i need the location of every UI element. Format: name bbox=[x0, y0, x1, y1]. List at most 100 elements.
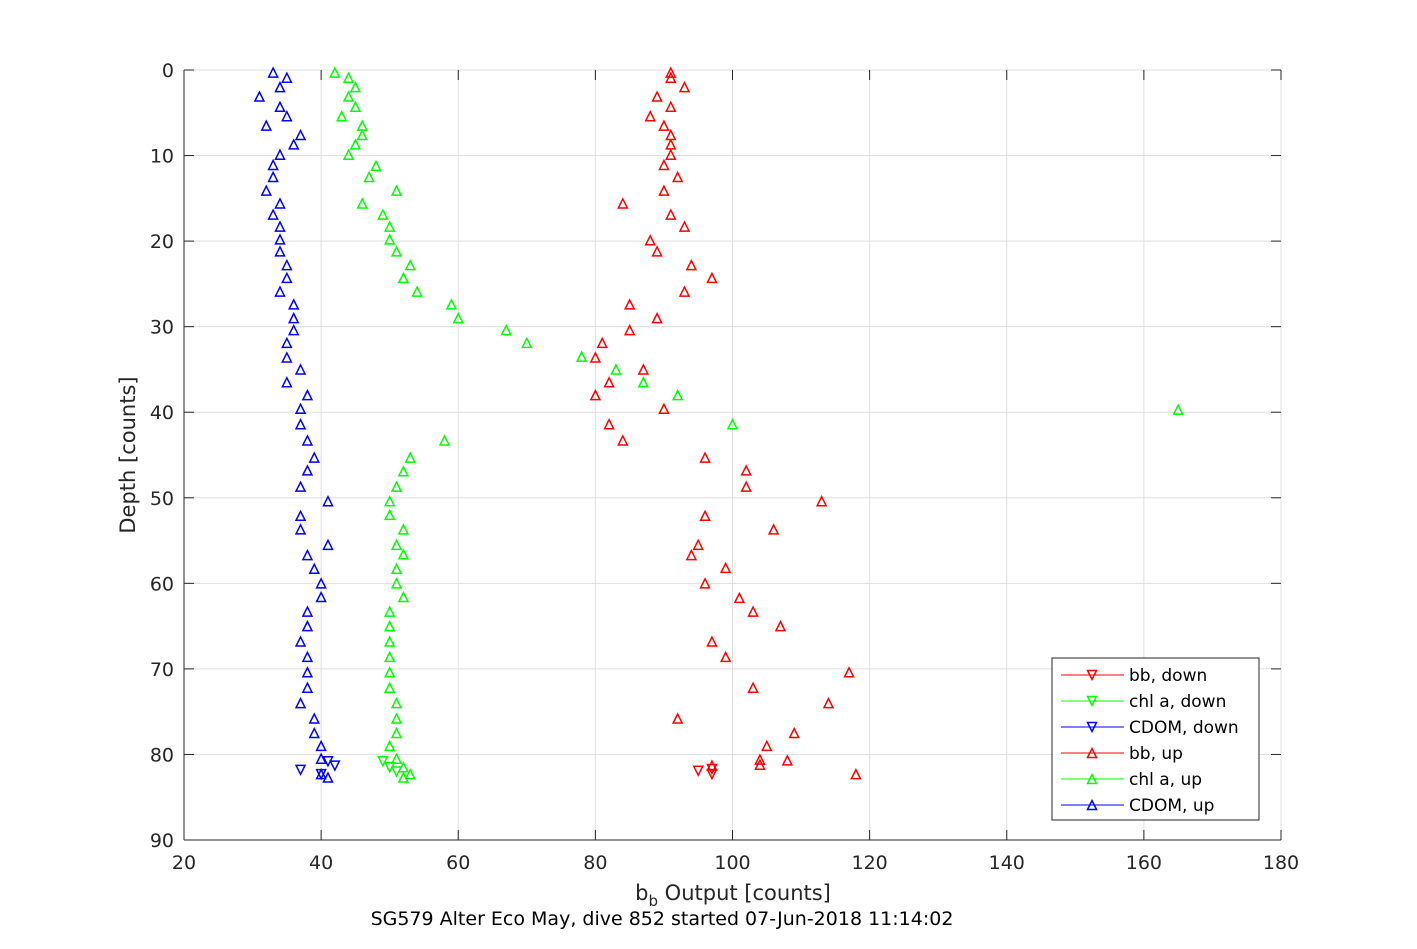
data-point bbox=[774, 619, 787, 632]
y-tick-label: 40 bbox=[150, 402, 174, 424]
figure-caption: SG579 Alter Eco May, dive 852 started 07… bbox=[371, 908, 954, 930]
axes: 20 40 60 80 100 120 140 160 180 0 10 20 30 40 50 60 70 80… bbox=[150, 60, 1299, 874]
data-point bbox=[260, 119, 272, 131]
x-tick-label: 140 bbox=[989, 852, 1025, 874]
data-point bbox=[521, 336, 533, 349]
data-point bbox=[397, 271, 410, 284]
data-point bbox=[349, 80, 362, 93]
legend-marker bbox=[1086, 721, 1098, 734]
data-point bbox=[397, 523, 410, 535]
y-tick-label: 60 bbox=[150, 573, 174, 595]
data-point bbox=[678, 80, 691, 93]
data-point bbox=[850, 767, 862, 780]
data-point bbox=[315, 590, 327, 603]
data-point bbox=[342, 90, 355, 102]
data-point bbox=[719, 650, 732, 663]
data-point bbox=[294, 128, 307, 141]
y-tick-label: 90 bbox=[150, 830, 174, 852]
data-point bbox=[678, 285, 691, 297]
data-point bbox=[404, 451, 416, 463]
data-point bbox=[706, 271, 718, 284]
legend-label: bb, up bbox=[1129, 744, 1183, 764]
data-point bbox=[294, 696, 307, 709]
data-point bbox=[383, 605, 396, 617]
data-point bbox=[322, 495, 334, 507]
data-point bbox=[301, 666, 314, 678]
data-point bbox=[383, 619, 396, 632]
y-axis-label: Depth [counts] bbox=[116, 376, 140, 533]
data-point bbox=[397, 465, 410, 477]
data-point bbox=[767, 523, 780, 535]
legend-label: chl a, up bbox=[1129, 770, 1202, 790]
data-point bbox=[274, 100, 286, 113]
data-point bbox=[281, 351, 293, 363]
data-point bbox=[274, 233, 286, 245]
data-point bbox=[390, 752, 403, 764]
data-point bbox=[822, 696, 835, 709]
data-point bbox=[274, 80, 286, 93]
data-point bbox=[706, 635, 718, 647]
data-point bbox=[281, 110, 293, 122]
data-point bbox=[335, 110, 348, 122]
data-point bbox=[699, 577, 711, 589]
data-point bbox=[342, 148, 355, 160]
data-point bbox=[617, 434, 629, 446]
data-point bbox=[370, 159, 382, 172]
y-tick-label: 10 bbox=[150, 146, 174, 168]
data-point bbox=[575, 350, 588, 362]
data-point bbox=[685, 258, 698, 271]
data-point bbox=[500, 323, 512, 336]
data-point bbox=[671, 388, 684, 401]
data-point bbox=[315, 767, 327, 780]
data-point bbox=[452, 311, 464, 324]
data-point bbox=[637, 363, 650, 375]
data-point bbox=[377, 756, 389, 768]
data-point bbox=[390, 245, 403, 257]
data-point bbox=[596, 336, 608, 349]
data-point bbox=[658, 184, 670, 196]
data-point bbox=[658, 402, 670, 415]
data-point bbox=[281, 258, 293, 271]
data-point bbox=[404, 767, 416, 780]
data-point bbox=[610, 363, 622, 375]
data-point bbox=[294, 480, 307, 492]
data-point bbox=[294, 509, 307, 521]
data-point bbox=[349, 100, 362, 113]
data-point bbox=[383, 650, 396, 663]
data-point bbox=[308, 451, 320, 463]
data-point bbox=[404, 258, 416, 271]
data-point bbox=[603, 418, 615, 430]
data-point bbox=[644, 110, 656, 122]
data-point bbox=[781, 754, 794, 766]
data-point bbox=[390, 480, 403, 492]
data-point bbox=[726, 418, 739, 430]
data-point bbox=[294, 418, 307, 430]
data-point bbox=[315, 577, 327, 589]
data-point bbox=[671, 170, 684, 183]
data-point bbox=[308, 726, 320, 739]
data-point bbox=[301, 464, 314, 476]
legend-label: chl a, down bbox=[1129, 692, 1226, 712]
data-point bbox=[322, 538, 334, 551]
data-point bbox=[281, 271, 293, 284]
data-point bbox=[301, 650, 314, 663]
y-tick-label: 80 bbox=[150, 744, 174, 766]
data-point bbox=[438, 434, 451, 446]
data-point bbox=[843, 666, 855, 678]
data-point bbox=[623, 323, 636, 336]
data-point bbox=[274, 220, 286, 232]
data-point bbox=[383, 666, 396, 678]
data-point bbox=[274, 197, 286, 209]
data-point bbox=[383, 681, 396, 693]
data-point bbox=[301, 548, 314, 561]
data-point bbox=[274, 285, 286, 297]
x-tick-label: 40 bbox=[309, 852, 333, 874]
data-point bbox=[603, 376, 615, 388]
data-point bbox=[383, 233, 396, 245]
data-point bbox=[342, 71, 355, 83]
legend-label: bb, down bbox=[1129, 666, 1207, 686]
data-point bbox=[294, 764, 307, 777]
data-point bbox=[685, 548, 698, 561]
data-point bbox=[733, 591, 746, 604]
